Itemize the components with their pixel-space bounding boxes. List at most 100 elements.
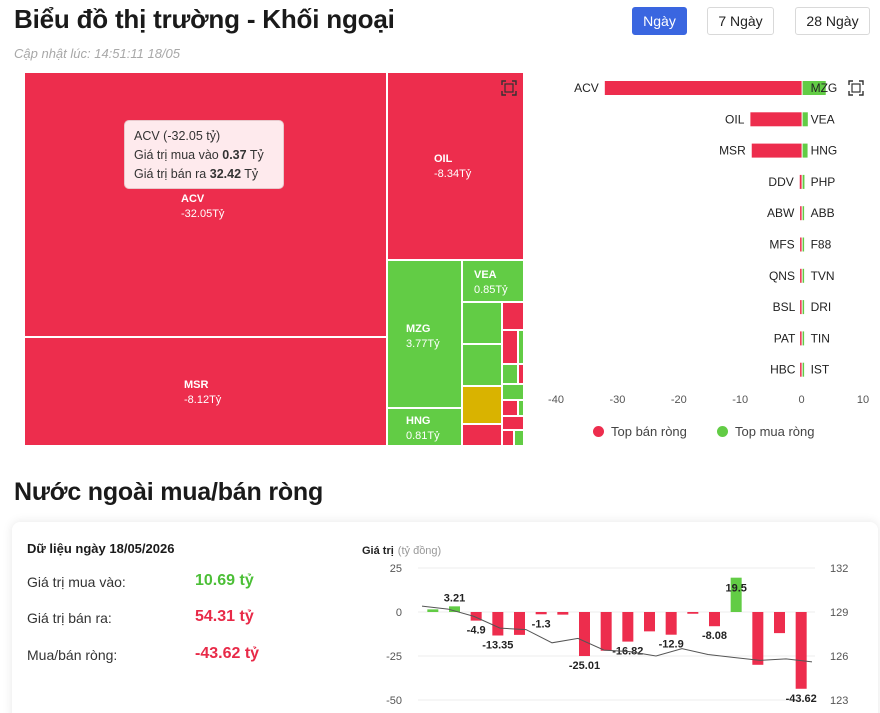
sell-bar bbox=[800, 268, 802, 283]
tile-code: HNG bbox=[406, 415, 431, 427]
tile-oil[interactable] bbox=[387, 72, 524, 260]
tile-small[interactable] bbox=[518, 330, 524, 364]
tab-day[interactable]: Ngày bbox=[632, 7, 687, 35]
buy-category-label: F88 bbox=[811, 238, 832, 252]
bar-data-label: -1.3 bbox=[532, 618, 551, 630]
sell-bar bbox=[800, 331, 802, 346]
sell-category-label: MSR bbox=[719, 144, 746, 158]
tile-value: 0.85Tỷ bbox=[474, 284, 508, 296]
net-label: Mua/bán ròng: bbox=[27, 647, 118, 663]
tile-small[interactable] bbox=[518, 364, 524, 384]
legend-sell[interactable]: Top bán ròng bbox=[593, 424, 687, 439]
x-tick-label: -10 bbox=[732, 394, 748, 406]
x-tick-label: -40 bbox=[548, 394, 564, 406]
buy-bar bbox=[802, 143, 808, 158]
tile-small[interactable] bbox=[502, 302, 524, 330]
net-bar bbox=[709, 612, 720, 627]
buy-bar bbox=[802, 112, 808, 127]
tile-hng[interactable] bbox=[387, 408, 462, 446]
tile-small[interactable] bbox=[502, 364, 518, 384]
y2-tick-label: 123 bbox=[830, 695, 848, 707]
tile-small[interactable] bbox=[502, 430, 514, 446]
buy-bar bbox=[802, 81, 826, 95]
net-bar bbox=[579, 612, 590, 657]
net-bar bbox=[622, 612, 634, 642]
net-bar bbox=[752, 612, 764, 665]
tile-msr[interactable] bbox=[24, 337, 387, 446]
buy-bar bbox=[802, 206, 805, 221]
index-line bbox=[421, 605, 813, 663]
net-bar bbox=[557, 612, 569, 615]
net-bar bbox=[470, 612, 482, 621]
net-bar bbox=[600, 612, 612, 651]
bar-data-label: -25.01 bbox=[569, 660, 600, 672]
x-tick-label: 10 bbox=[857, 394, 869, 406]
y-axis-unit: (tỷ đồng) bbox=[398, 545, 441, 557]
buy-category-label: HNG bbox=[811, 144, 838, 158]
bar-data-label: -4.9 bbox=[467, 625, 486, 637]
tile-small[interactable] bbox=[462, 424, 502, 446]
bar-data-label: -43.62 bbox=[786, 693, 817, 705]
tooltip-buy: Giá trị mua vào 0.37 Tỷ bbox=[134, 148, 264, 162]
section-title: Nước ngoài mua/bán ròng bbox=[14, 478, 324, 506]
sell-category-label: MFS bbox=[769, 238, 794, 252]
tile-value: 0.81Tỷ bbox=[406, 430, 440, 442]
net-value: -43.62 tỷ bbox=[195, 645, 260, 662]
top-net-bar-chart: -40 -30 -20 -10 0 10 ACV OIL MSR DDV ABW MFS QNS BSL P… bbox=[548, 81, 869, 406]
treemap-tooltip: ACV (-32.05 tỷ) Giá trị mua vào 0.37 Tỷ … bbox=[124, 120, 284, 189]
net-bar bbox=[535, 612, 547, 615]
sell-category-label: ABW bbox=[767, 206, 795, 220]
tab-28-days[interactable]: 28 Ngày bbox=[795, 7, 870, 35]
tile-small[interactable] bbox=[462, 302, 502, 344]
bar-data-label: -12.9 bbox=[659, 639, 684, 651]
y-tick-label: -50 bbox=[386, 695, 402, 707]
buy-category-label: TIN bbox=[811, 331, 830, 345]
tile-acv[interactable] bbox=[24, 72, 387, 337]
summary-date-title: Dữ liệu ngày 18/05/2026 bbox=[27, 541, 175, 556]
tile-small[interactable] bbox=[514, 430, 524, 446]
tile-small[interactable] bbox=[462, 344, 502, 386]
buy-category-label: PHP bbox=[811, 175, 836, 189]
tooltip-title: ACV (-32.05 tỷ) bbox=[134, 129, 221, 143]
tab-7-days[interactable]: 7 Ngày bbox=[707, 7, 774, 35]
updated-time: Cập nhật lúc: 14:51:11 18/05 bbox=[14, 46, 180, 61]
tile-label-mzg: MZG 3.77Tỷ bbox=[406, 322, 440, 352]
sell-bar bbox=[800, 237, 802, 252]
net-bar bbox=[730, 577, 742, 612]
expand-icon[interactable] bbox=[501, 80, 517, 96]
sell-category-label: DDV bbox=[768, 175, 793, 189]
tile-label-hng: HNG 0.81Tỷ bbox=[406, 414, 440, 444]
sell-category-label: OIL bbox=[725, 112, 745, 126]
tile-small[interactable] bbox=[518, 400, 524, 416]
tile-label-acv: ACV -32.05Tỷ bbox=[181, 192, 224, 222]
y-axis-title: Giá trị (tỷ đồng) bbox=[362, 545, 441, 557]
tile-small[interactable] bbox=[502, 330, 518, 364]
bar-data-label: -13.35 bbox=[482, 639, 513, 651]
buy-bar bbox=[802, 300, 805, 315]
sell-value: 54.31 tỷ bbox=[195, 608, 254, 625]
net-bar bbox=[449, 606, 460, 612]
sell-category-label: QNS bbox=[769, 269, 795, 283]
net-bar bbox=[774, 612, 785, 634]
x-tick-label: -20 bbox=[671, 394, 687, 406]
sell-category-label: PAT bbox=[774, 331, 796, 345]
tile-mzg[interactable] bbox=[387, 260, 462, 408]
legend-label: Top mua ròng bbox=[735, 424, 815, 439]
tile-small[interactable] bbox=[502, 416, 524, 430]
sell-bar bbox=[800, 300, 802, 315]
y2-tick-label: 129 bbox=[830, 607, 848, 619]
buy-bar bbox=[802, 237, 805, 252]
tile-small[interactable] bbox=[502, 400, 518, 416]
tile-code: MZG bbox=[406, 323, 431, 335]
buy-bar bbox=[802, 331, 805, 346]
legend-buy[interactable]: Top mua ròng bbox=[717, 424, 815, 439]
tile-small[interactable] bbox=[502, 384, 524, 400]
tile-label-msr: MSR -8.12Tỷ bbox=[184, 378, 221, 408]
tile-small[interactable] bbox=[462, 386, 502, 424]
tile-vea[interactable] bbox=[462, 260, 524, 302]
tile-code: OIL bbox=[434, 153, 453, 165]
expand-icon[interactable] bbox=[848, 80, 864, 96]
y2-tick-label: 126 bbox=[830, 651, 848, 663]
x-tick-label: 0 bbox=[799, 394, 805, 406]
buy-bar bbox=[802, 362, 805, 377]
